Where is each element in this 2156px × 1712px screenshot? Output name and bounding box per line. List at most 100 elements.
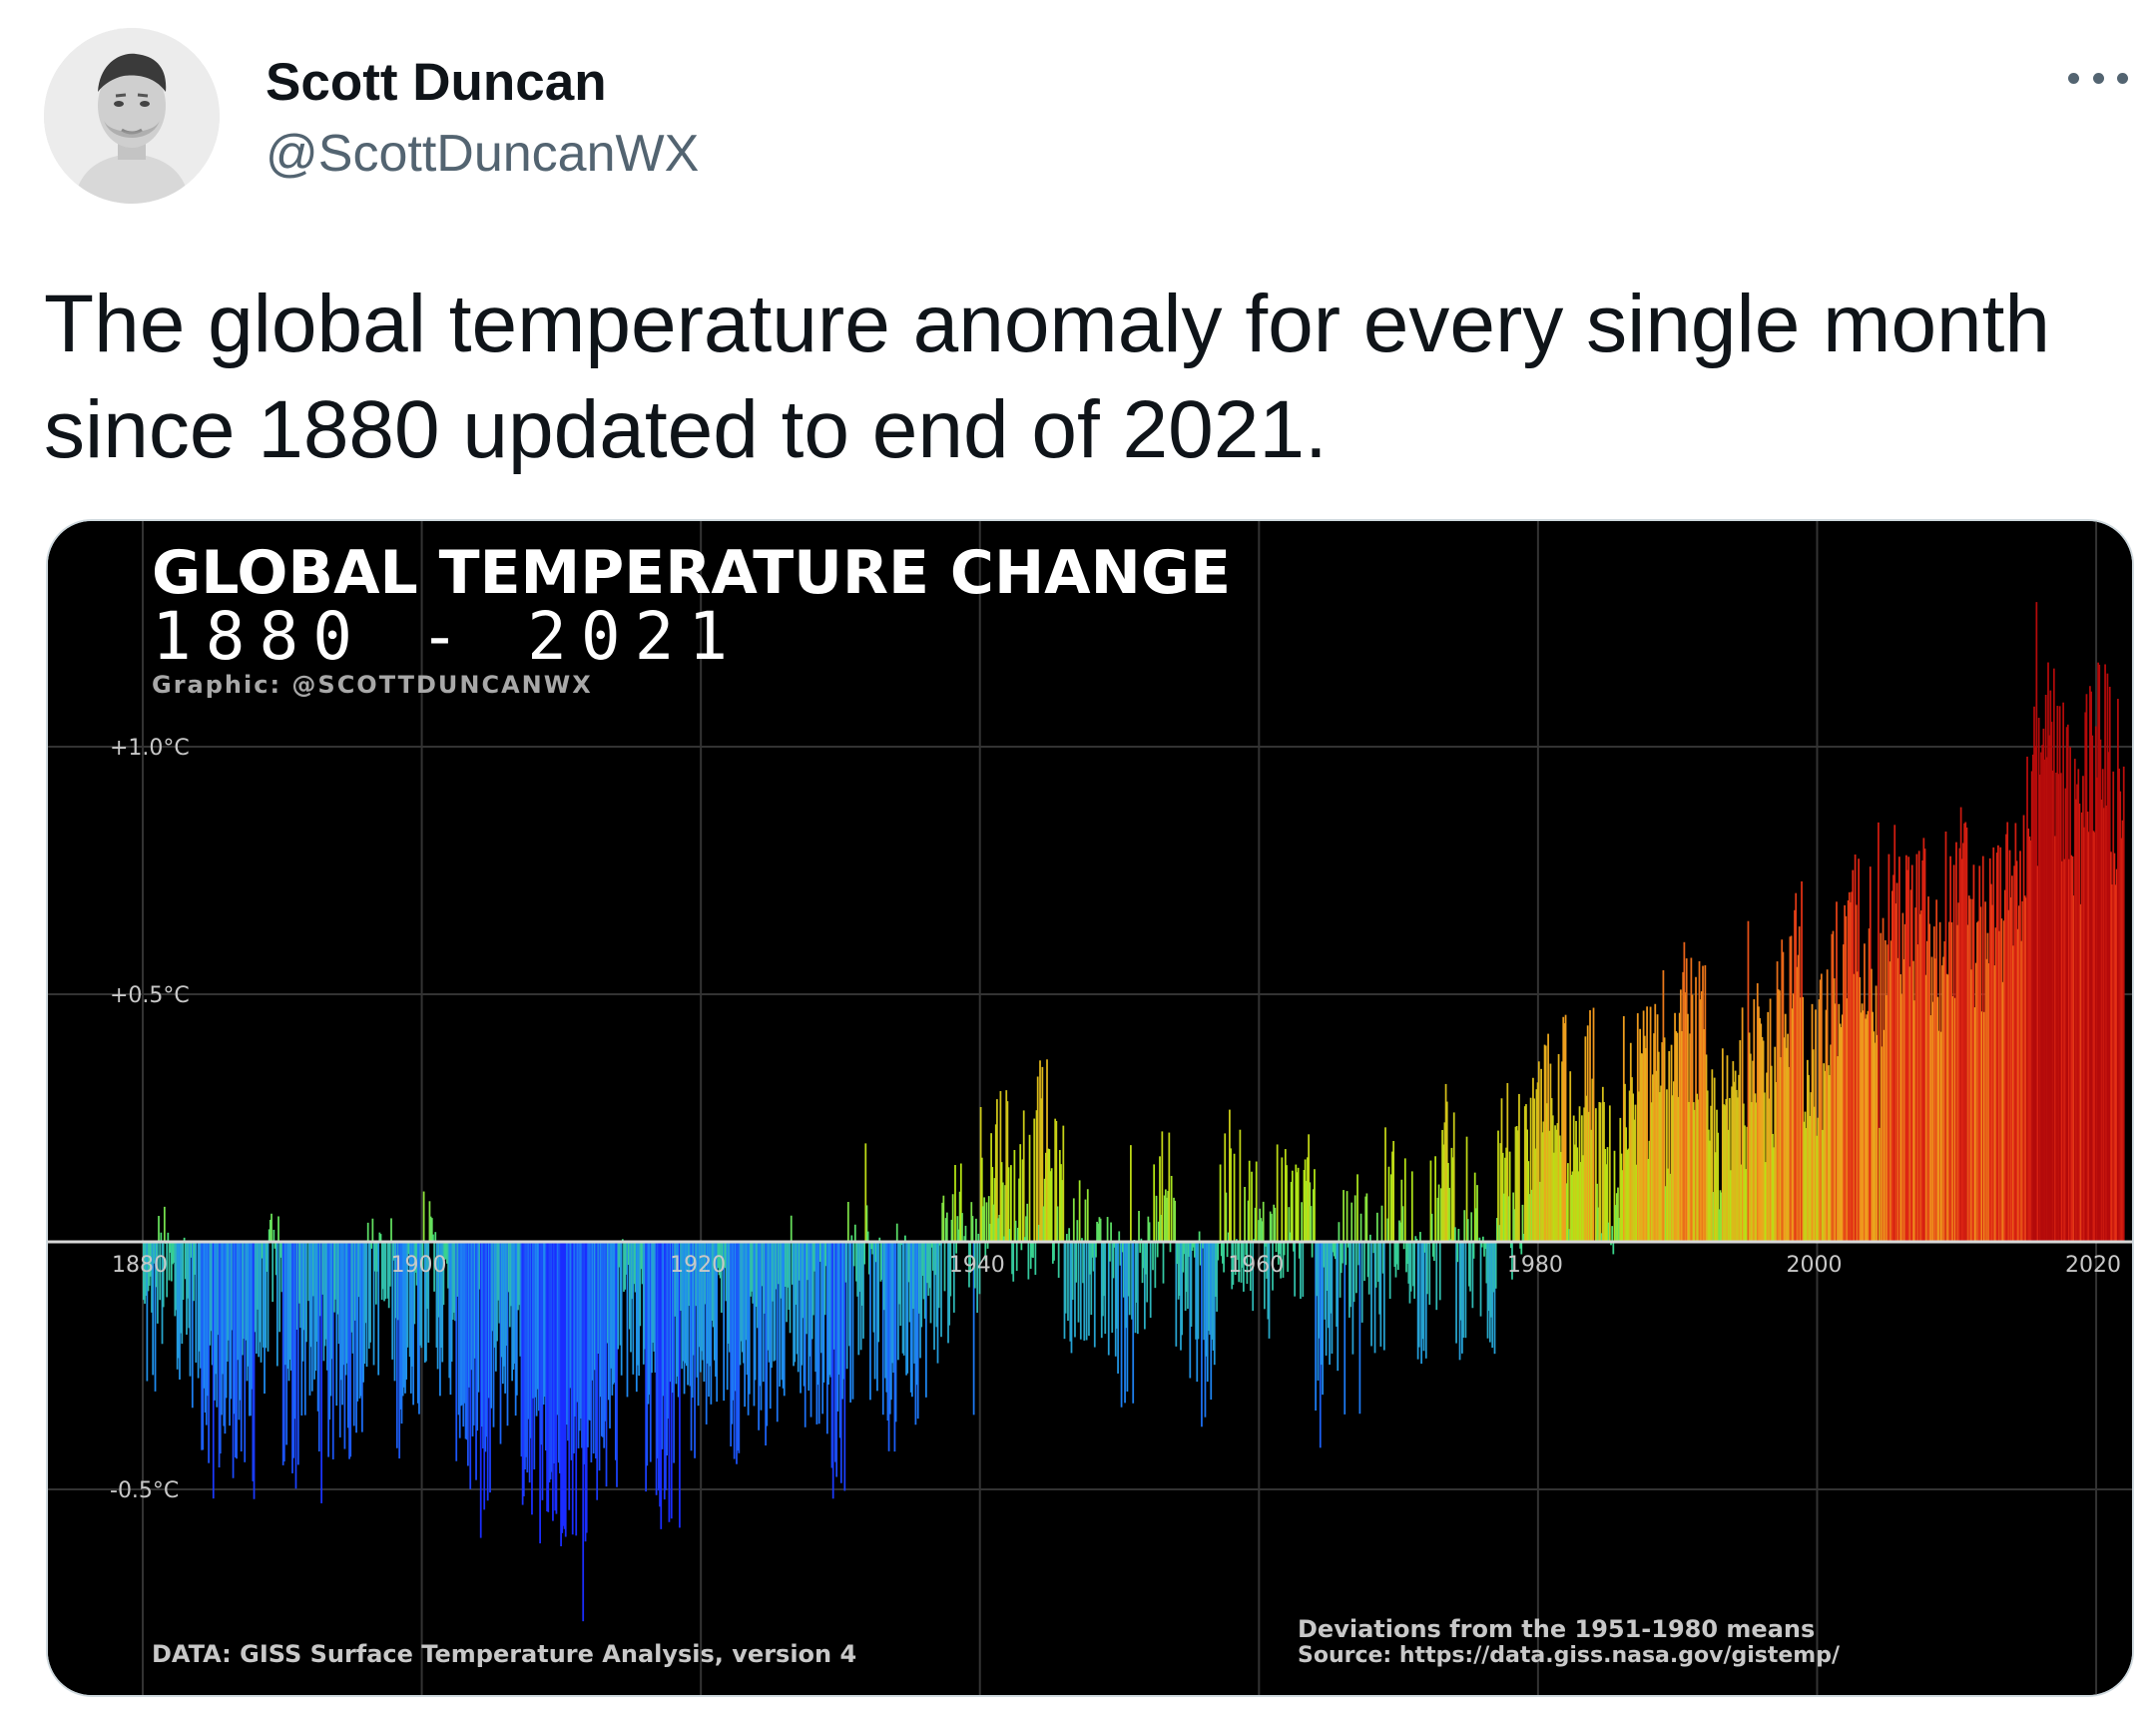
monthly-anomaly-bar [1233,1153,1236,1242]
monthly-anomaly-bar [281,1242,284,1465]
author-name[interactable]: Scott Duncan [266,53,607,112]
monthly-anomaly-bar [1671,1095,1674,1242]
monthly-anomaly-bar [842,1242,845,1380]
monthly-anomaly-bar [1594,1108,1597,1242]
monthly-anomaly-bar [1553,1152,1555,1242]
monthly-anomaly-bar [1831,933,1834,1242]
monthly-anomaly-bar [1010,1165,1012,1242]
monthly-anomaly-bar [277,1216,279,1242]
monthly-anomaly-bar [1648,1140,1651,1242]
monthly-anomaly-bar [2038,775,2041,1242]
monthly-anomaly-bar [808,1242,811,1357]
y-tick-label: +0.5°C [110,983,190,1008]
monthly-anomaly-bar [1767,1011,1770,1242]
monthly-anomaly-bar [1737,1097,1739,1242]
monthly-anomaly-bar [300,1242,303,1417]
monthly-anomaly-bar [2064,788,2067,1242]
monthly-anomaly-bar [413,1242,416,1325]
monthly-anomaly-bar [899,1242,902,1327]
monthly-anomaly-bar [688,1242,691,1307]
monthly-anomaly-bar [2043,759,2046,1242]
monthly-anomaly-bar [1779,990,1781,1242]
monthly-anomaly-bar [827,1242,829,1385]
monthly-anomaly-bar [1674,1012,1676,1242]
monthly-anomaly-bar [2085,694,2088,1242]
monthly-anomaly-bar [461,1242,463,1406]
monthly-anomaly-bar [397,1242,399,1321]
monthly-anomaly-bar [1540,1068,1542,1242]
monthly-anomaly-bar [1434,1156,1436,1242]
author-handle[interactable]: @ScottDuncanWX [266,125,700,183]
monthly-anomaly-bar [161,1242,164,1345]
monthly-anomaly-bar [888,1242,891,1415]
monthly-anomaly-bar [2008,850,2011,1242]
monthly-anomaly-bar [271,1242,274,1303]
monthly-anomaly-bar [455,1242,458,1461]
monthly-anomaly-bar [225,1242,228,1399]
monthly-anomaly-bar [261,1242,264,1259]
monthly-anomaly-bar [414,1242,417,1273]
monthly-anomaly-bar [1541,1132,1544,1242]
monthly-anomaly-bar [204,1242,207,1413]
monthly-anomaly-bar [843,1242,846,1491]
monthly-anomaly-bar [1469,1242,1471,1292]
monthly-anomaly-bar [292,1242,295,1458]
monthly-anomaly-bar [1934,958,1936,1242]
monthly-anomaly-bar [1857,971,1859,1242]
monthly-anomaly-bar [863,1242,865,1265]
monthly-anomaly-bar [1565,1183,1568,1242]
monthly-anomaly-bar [151,1242,153,1313]
monthly-anomaly-bar [322,1242,325,1362]
monthly-anomaly-bar [191,1242,194,1409]
monthly-anomaly-bar [582,1242,585,1622]
monthly-anomaly-bar [249,1242,251,1417]
monthly-anomaly-bar [1727,1129,1730,1242]
monthly-anomaly-bar [595,1242,597,1459]
avatar[interactable] [44,28,220,204]
monthly-anomaly-bar [1943,941,1946,1242]
monthly-anomaly-bar [357,1242,360,1298]
monthly-anomaly-bar [374,1242,377,1305]
monthly-anomaly-bar [1471,1242,1474,1309]
monthly-anomaly-bar [780,1242,783,1299]
monthly-anomaly-bar [189,1242,192,1377]
monthly-anomaly-bar [1991,904,1993,1242]
monthly-anomaly-bar [1705,1054,1708,1242]
monthly-anomaly-bar [1409,1242,1412,1292]
monthly-anomaly-bar [886,1242,889,1422]
monthly-anomaly-bar [1351,1242,1354,1355]
monthly-anomaly-bar [1071,1242,1074,1301]
monthly-anomaly-bar [430,1218,433,1242]
monthly-anomaly-bar [1342,1242,1344,1264]
monthly-anomaly-bar [926,1242,928,1284]
monthly-anomaly-bar [1160,1214,1163,1242]
monthly-anomaly-bar [667,1242,670,1420]
monthly-anomaly-bar [205,1242,208,1426]
monthly-anomaly-bar [1173,1197,1175,1242]
monthly-anomaly-bar [1199,1242,1202,1266]
monthly-anomaly-bar [2101,769,2104,1242]
monthly-anomaly-bar [1410,1171,1413,1242]
monthly-anomaly-bar [1226,1242,1229,1258]
monthly-anomaly-bar [1576,1147,1579,1242]
monthly-anomaly-bar [398,1242,401,1459]
monthly-anomaly-bar [1683,941,1686,1242]
monthly-anomaly-bar [1952,864,1955,1242]
monthly-anomaly-bar [451,1242,454,1320]
x-tick-label: 1960 [1228,1253,1284,1278]
monthly-anomaly-bar [1695,976,1697,1242]
monthly-anomaly-bar [494,1242,497,1372]
tweet-media[interactable]: +1.0°C +0.5°C -0.5°C 1880 1900 1920 1940 1960 1… [46,519,2134,1697]
monthly-anomaly-bar [1685,958,1688,1242]
monthly-anomaly-bar [1406,1242,1409,1265]
monthly-anomaly-bar [443,1242,446,1261]
monthly-anomaly-bar [269,1219,271,1242]
monthly-anomaly-bar [1756,983,1759,1242]
monthly-anomaly-bar [319,1242,321,1317]
monthly-anomaly-bar [1894,903,1897,1242]
more-horizontal-icon[interactable] [2068,58,2128,98]
monthly-anomaly-bar [599,1242,602,1398]
monthly-anomaly-bar [1104,1242,1107,1335]
monthly-anomaly-bar [649,1242,652,1462]
monthly-anomaly-bar [242,1242,244,1356]
